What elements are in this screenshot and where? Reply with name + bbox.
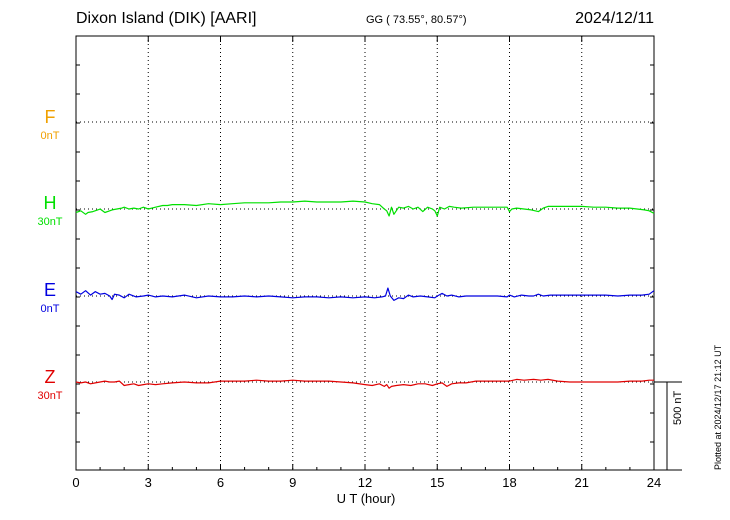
station-title: Dixon Island (DIK) [AARI] — [76, 10, 257, 27]
component-z-label: Z — [44, 367, 56, 387]
x-tick-label: 21 — [575, 475, 589, 490]
x-tick-label: 3 — [145, 475, 152, 490]
component-h-label: H — [43, 193, 57, 213]
component-e-label: E — [43, 280, 56, 300]
date-label: 2024/12/11 — [575, 10, 654, 27]
geographic-coordinates: GG ( 73.55°, 80.57°) — [366, 14, 467, 26]
series-e-line — [75, 287, 655, 301]
x-tick-label: 15 — [430, 475, 444, 490]
x-tick-label: 12 — [358, 475, 372, 490]
plotted-timestamp: Plotted at 2024/12/17 21:12 UT — [713, 344, 723, 470]
scale-bar-label: 500 nT — [672, 390, 684, 425]
x-axis-label: U T (hour) — [336, 491, 396, 506]
component-e-baseline: 0nT — [40, 303, 60, 315]
component-z-baseline: 30nT — [37, 390, 63, 402]
component-h-baseline: 30nT — [37, 216, 63, 228]
series-z-line — [75, 378, 654, 389]
component-f-label: F — [44, 107, 56, 127]
component-f-baseline: 0nT — [40, 130, 60, 142]
x-tick-label: 24 — [647, 475, 661, 490]
series-h-line — [75, 200, 655, 217]
x-tick-label: 0 — [72, 475, 79, 490]
x-tick-label: 6 — [217, 475, 224, 490]
x-tick-label: 18 — [502, 475, 516, 490]
x-tick-label: 9 — [289, 475, 296, 490]
